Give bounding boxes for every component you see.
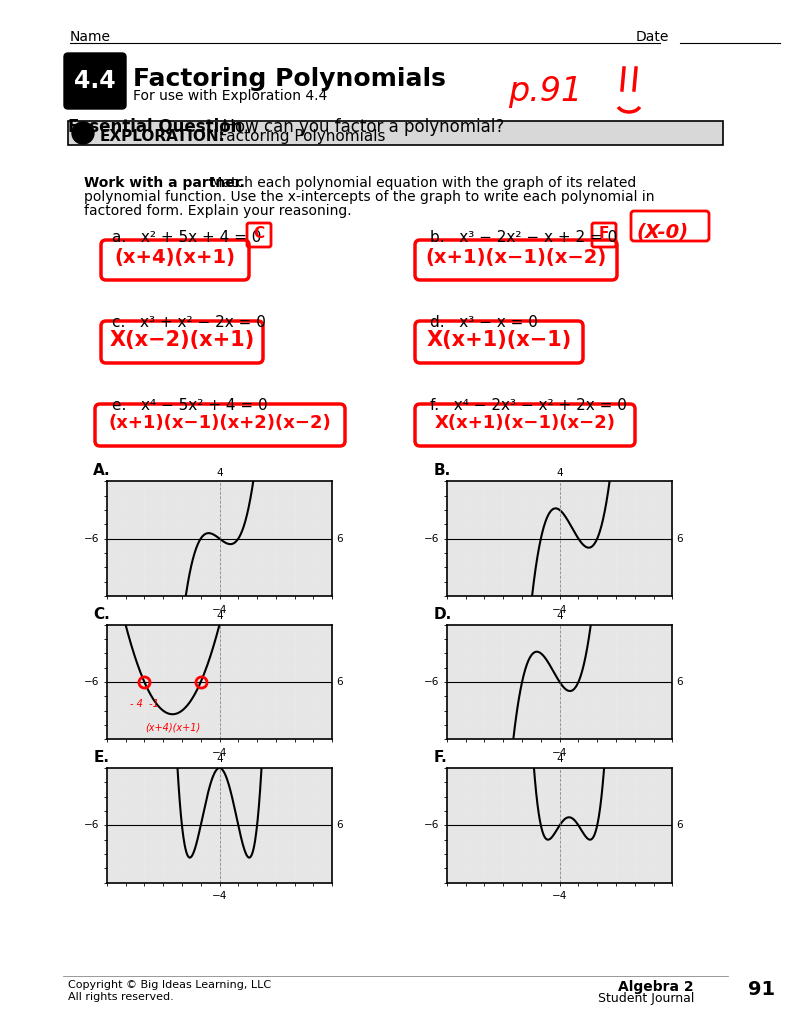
Text: F.: F. <box>433 750 447 765</box>
Text: 4: 4 <box>556 611 563 621</box>
Text: All rights reserved.: All rights reserved. <box>68 992 174 1002</box>
Text: a.   x² + 5x + 4 = 0: a. x² + 5x + 4 = 0 <box>112 230 261 245</box>
Text: −6: −6 <box>84 534 100 544</box>
Text: 6: 6 <box>336 677 343 687</box>
Text: 4: 4 <box>216 468 223 477</box>
Text: −4: −4 <box>212 891 227 901</box>
Text: Essential Question: Essential Question <box>68 118 243 136</box>
Text: X(x+1)(x−1)(x−2): X(x+1)(x−1)(x−2) <box>434 414 615 432</box>
Text: 91: 91 <box>748 980 775 999</box>
Text: 4: 4 <box>216 611 223 621</box>
Text: X(x−2)(x+1): X(x−2)(x+1) <box>109 330 255 350</box>
Text: factored form. Explain your reasoning.: factored form. Explain your reasoning. <box>84 204 352 218</box>
Text: −4: −4 <box>212 748 227 758</box>
Text: −4: −4 <box>552 891 567 901</box>
Text: 6: 6 <box>676 677 683 687</box>
Text: 6: 6 <box>676 820 683 830</box>
Text: (x+1)(x−1)(x+2)(x−2): (x+1)(x−1)(x+2)(x−2) <box>108 414 331 432</box>
Text: C.: C. <box>93 606 110 622</box>
Text: −6: −6 <box>424 534 440 544</box>
Text: Name: Name <box>70 30 111 44</box>
Text: 6: 6 <box>336 534 343 544</box>
Text: Work with a partner.: Work with a partner. <box>84 176 245 190</box>
Text: Factoring Polynomials: Factoring Polynomials <box>133 67 446 91</box>
Text: EXPLORATION:: EXPLORATION: <box>100 129 226 144</box>
Text: B.: B. <box>433 463 451 478</box>
Text: 4: 4 <box>556 755 563 764</box>
Text: polynomial function. Use the x-intercepts of the graph to write each polynomial : polynomial function. Use the x-intercept… <box>84 190 654 204</box>
Text: A.: A. <box>93 463 111 478</box>
Text: (x+4)(x+1): (x+4)(x+1) <box>115 249 236 267</box>
Text: c.   x³ + x² − 2x = 0: c. x³ + x² − 2x = 0 <box>112 315 266 330</box>
Text: −4: −4 <box>212 604 227 614</box>
Bar <box>68 121 723 145</box>
Text: −6: −6 <box>424 677 440 687</box>
Text: 4: 4 <box>556 468 563 477</box>
Text: For use with Exploration 4.4: For use with Exploration 4.4 <box>133 89 327 103</box>
Text: E.: E. <box>93 750 109 765</box>
Text: e.   x⁴ − 5x² + 4 = 0: e. x⁴ − 5x² + 4 = 0 <box>112 398 267 413</box>
Text: Factoring Polynomials: Factoring Polynomials <box>214 129 385 144</box>
Circle shape <box>72 122 94 144</box>
Text: Match each polynomial equation with the graph of its related: Match each polynomial equation with the … <box>206 176 636 190</box>
Text: Algebra 2: Algebra 2 <box>619 980 694 994</box>
Text: f.   x⁴ − 2x³ − x² + 2x = 0: f. x⁴ − 2x³ − x² + 2x = 0 <box>430 398 627 413</box>
Text: C: C <box>253 226 264 242</box>
Text: 4: 4 <box>216 755 223 764</box>
Text: 1: 1 <box>78 126 88 140</box>
Text: d.   x³ − x = 0: d. x³ − x = 0 <box>430 315 538 330</box>
Text: −4: −4 <box>552 748 567 758</box>
Text: (X-0): (X-0) <box>637 222 689 241</box>
Text: p.91: p.91 <box>508 75 582 108</box>
Text: Date: Date <box>636 30 669 44</box>
Text: b.   x³ − 2x² − x + 2 = 0: b. x³ − 2x² − x + 2 = 0 <box>430 230 617 245</box>
Text: - 4  -1: - 4 -1 <box>130 699 159 710</box>
Text: Copyright © Big Ideas Learning, LLC: Copyright © Big Ideas Learning, LLC <box>68 980 271 990</box>
FancyBboxPatch shape <box>64 53 126 109</box>
Text: −6: −6 <box>84 677 100 687</box>
Text: −4: −4 <box>552 604 567 614</box>
Text: 6: 6 <box>336 820 343 830</box>
Text: D.: D. <box>433 606 452 622</box>
Text: Student Journal: Student Journal <box>598 992 694 1005</box>
Text: −6: −6 <box>424 820 440 830</box>
Text: How can you factor a polynomial?: How can you factor a polynomial? <box>212 118 504 136</box>
Text: (x+4)(x+1): (x+4)(x+1) <box>145 722 200 732</box>
Text: 4.4: 4.4 <box>74 69 115 93</box>
Text: 6: 6 <box>676 534 683 544</box>
Text: (x+1)(x−1)(x−2): (x+1)(x−1)(x−2) <box>426 249 607 267</box>
Text: −6: −6 <box>84 820 100 830</box>
Text: X(x+1)(x−1): X(x+1)(x−1) <box>426 330 572 350</box>
Text: F: F <box>599 226 609 242</box>
